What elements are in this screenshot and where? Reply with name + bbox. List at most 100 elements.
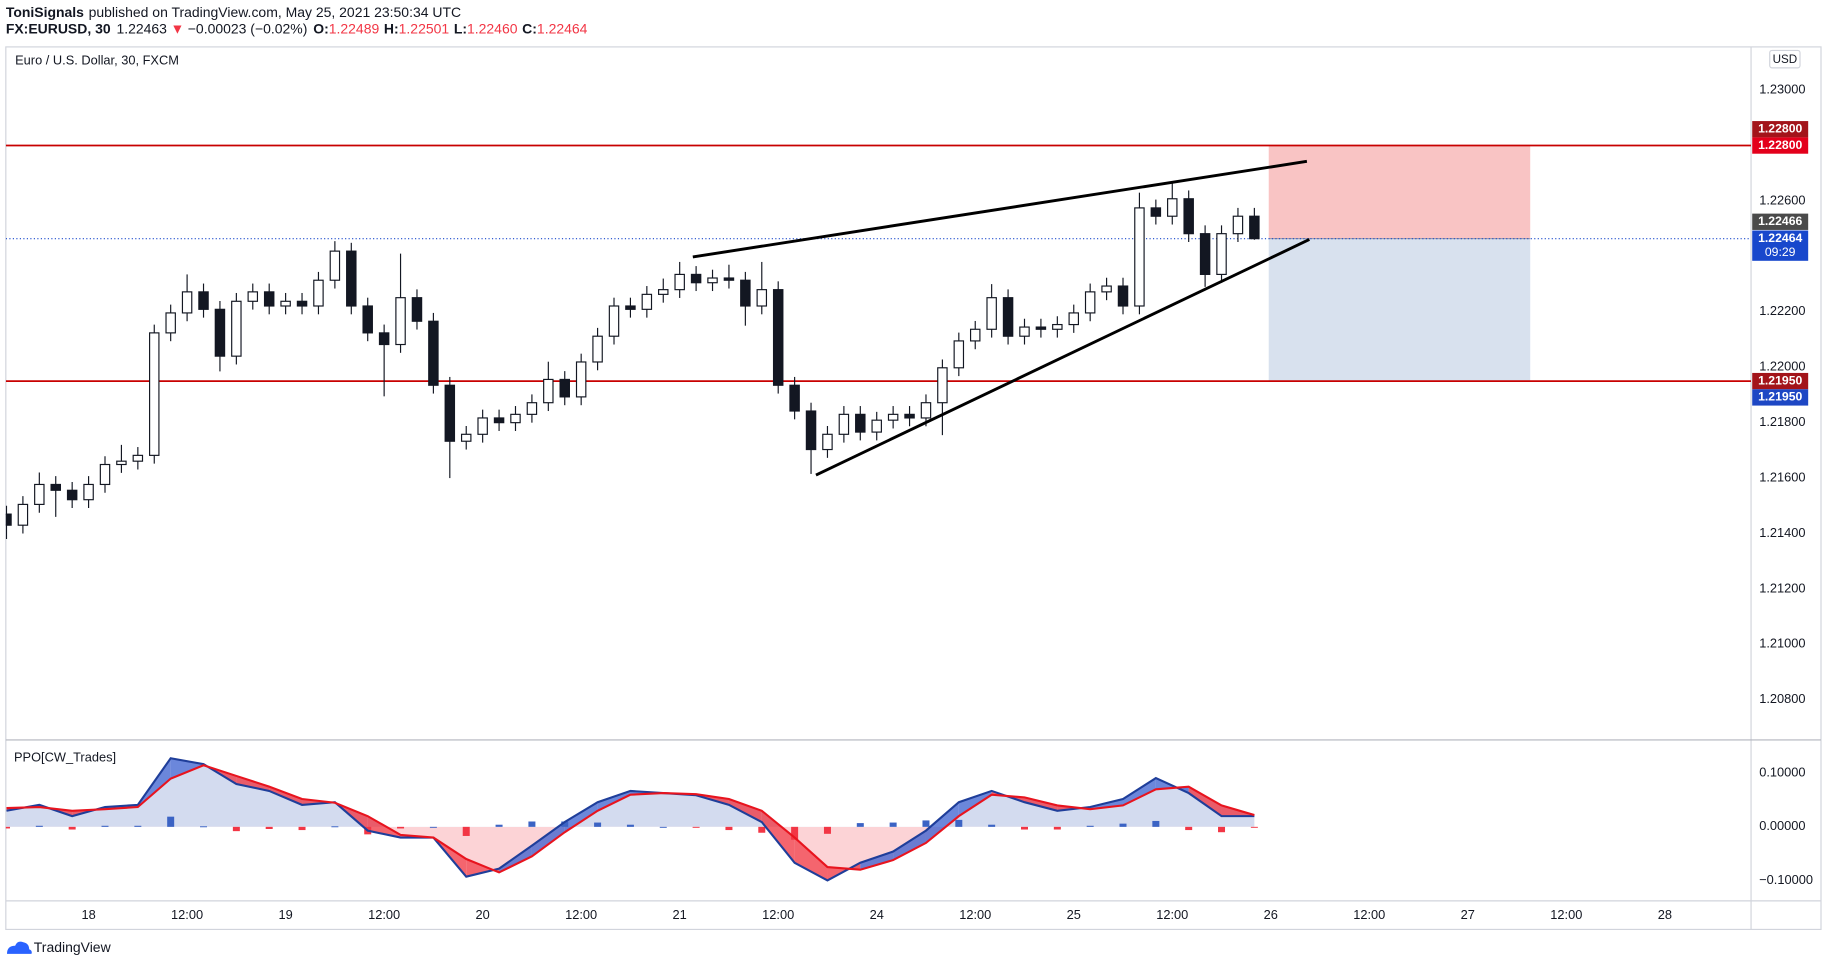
histogram-bar xyxy=(626,824,634,827)
candle-body xyxy=(296,300,308,307)
histogram-bar xyxy=(889,822,897,827)
candle-body xyxy=(1052,323,1063,330)
currency-box[interactable] xyxy=(1769,49,1801,69)
y-tick-label: 1.21400 xyxy=(1759,525,1805,540)
price-tag-label: 1.22800 xyxy=(1758,121,1802,135)
candle-body xyxy=(231,300,242,357)
candle-body xyxy=(608,305,620,337)
last-quote: 1.22463 xyxy=(116,20,167,36)
histogram-bar xyxy=(922,820,930,827)
histogram-bar xyxy=(659,826,667,828)
candle-body xyxy=(1183,198,1194,235)
x-tick-label: 18 xyxy=(81,907,95,922)
candle-body xyxy=(247,291,259,302)
candle-body xyxy=(575,361,587,398)
x-tick-label: 12:00 xyxy=(368,907,400,922)
candle-body xyxy=(920,402,932,419)
histogram-bar xyxy=(397,826,405,829)
candle-body xyxy=(444,384,456,442)
histogram-bar xyxy=(462,826,470,836)
candle-body xyxy=(1216,233,1227,275)
histogram-bar xyxy=(35,825,43,827)
candle-body xyxy=(543,378,554,404)
histogram-bar xyxy=(1119,823,1127,827)
histogram-bar xyxy=(1020,826,1028,830)
currency[interactable]: USD xyxy=(1773,53,1798,66)
candle-body xyxy=(772,289,784,386)
published: published on TradingView.com, May 25, 20… xyxy=(89,4,461,20)
y-tick-label: 0.00000 xyxy=(1759,818,1805,833)
price-tag xyxy=(1752,389,1809,406)
cross-fill xyxy=(1188,786,1222,817)
price-tag-label: 1.21950 xyxy=(1758,390,1802,404)
x-tick-label: 12:00 xyxy=(565,907,597,922)
histogram-bar xyxy=(101,825,109,827)
candle-body xyxy=(181,291,193,314)
candle-body xyxy=(625,305,636,310)
candle-body xyxy=(198,291,209,310)
histogram-bar xyxy=(134,825,142,827)
price-tag-label: 1.22464 xyxy=(1758,231,1802,245)
candle-body xyxy=(526,402,538,415)
candle-body xyxy=(1199,233,1211,275)
logo-icon xyxy=(6,941,32,954)
ohlc-value: 1.22489 xyxy=(329,20,380,36)
price-tag xyxy=(1752,230,1809,261)
histogram-bar xyxy=(1218,826,1226,833)
y-tick-label: 1.21000 xyxy=(1759,636,1805,651)
symbol: FX:EURUSD, 30 xyxy=(6,20,111,36)
candle-body xyxy=(214,308,226,357)
candle-body xyxy=(329,250,341,281)
candle-body xyxy=(149,332,160,456)
y-tick-label: 1.21200 xyxy=(1759,580,1805,595)
x-tick-label: 12:00 xyxy=(762,907,794,922)
price-tag-label: 1.22466 xyxy=(1758,214,1802,228)
y-tick-label: 1.22200 xyxy=(1759,303,1805,318)
candle-body xyxy=(674,273,685,291)
cross-fill xyxy=(761,810,795,863)
area-positive xyxy=(6,765,1255,827)
y-tick-label: 1.23000 xyxy=(1759,82,1805,97)
y-tick-label: 1.21600 xyxy=(1759,469,1805,484)
cross-fill xyxy=(564,802,598,833)
candle-body xyxy=(904,413,915,419)
candle-body xyxy=(789,384,800,412)
ohlc-value: 1.22460 xyxy=(467,20,518,36)
price-tag-label: 1.22800 xyxy=(1758,138,1802,152)
ohlc-value: 1.22501 xyxy=(399,20,450,36)
histogram-bar xyxy=(232,826,240,832)
candle-body xyxy=(493,417,505,424)
ohlc-key: L: xyxy=(454,20,467,36)
candle-body xyxy=(822,433,833,451)
y-tick-label: 1.22000 xyxy=(1759,359,1805,374)
candle-body xyxy=(756,289,768,307)
candle-body xyxy=(378,332,390,346)
price-tag xyxy=(1752,121,1809,138)
x-tick-label: 20 xyxy=(476,907,490,922)
candle-body xyxy=(477,417,488,435)
indicator-title: PPO[CW_Trades] xyxy=(14,749,116,764)
y-tick-label: 0.10000 xyxy=(1759,765,1805,780)
candle-body xyxy=(1117,285,1129,307)
candle-body xyxy=(1134,207,1145,307)
histogram-bar xyxy=(692,826,700,828)
candle-body xyxy=(411,297,423,322)
cross-fill xyxy=(925,802,959,843)
indicator-line xyxy=(6,757,1255,882)
y-tick-label: 1.20800 xyxy=(1759,691,1805,706)
price-pane xyxy=(5,144,1752,540)
axes: 18 12:00 19 12:00 20 12:00 21 12:00 24 12:00 25 12:… xyxy=(81,82,1813,922)
candle-body xyxy=(1232,215,1244,235)
x-tick-label: 12:00 xyxy=(959,907,991,922)
ohlc-key: H: xyxy=(384,20,399,36)
trendline xyxy=(815,238,1310,477)
candle-body xyxy=(165,312,176,334)
brand: TradingView xyxy=(34,939,112,955)
countdown: 09:29 xyxy=(1765,245,1796,259)
x-tick-label: 25 xyxy=(1067,907,1081,922)
candle-body xyxy=(1035,326,1047,330)
histogram-bar xyxy=(988,824,996,827)
candle-body xyxy=(658,289,669,295)
